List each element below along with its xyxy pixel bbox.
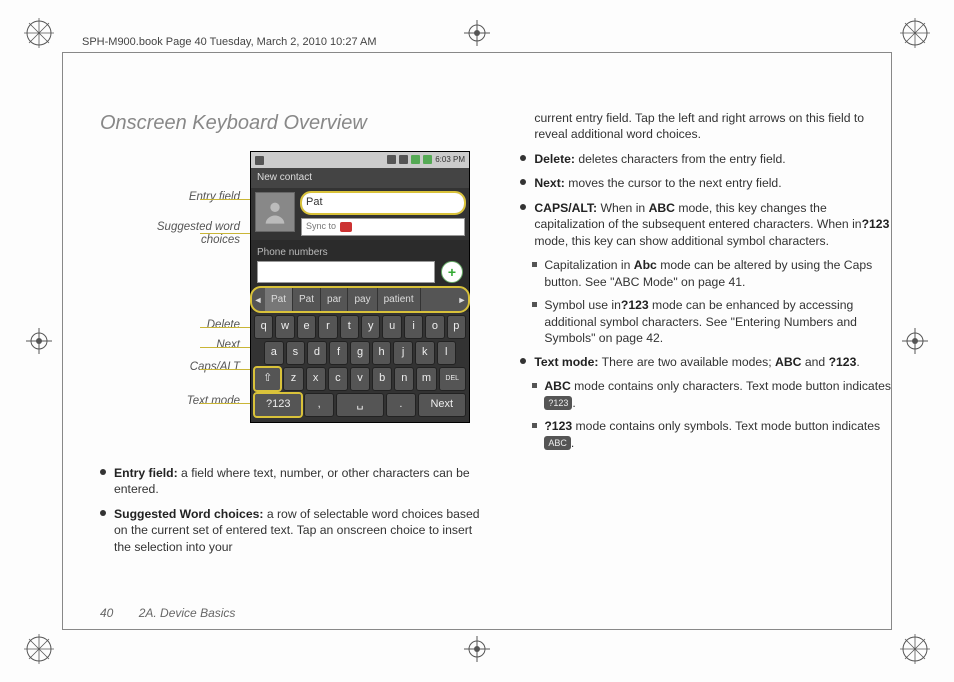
key[interactable]: p — [447, 315, 466, 339]
sub-q123-mode: ?123 mode contains only symbols. Text mo… — [520, 418, 894, 451]
key[interactable]: r — [318, 315, 337, 339]
bullet-text-mode: Text mode: There are two available modes… — [520, 354, 894, 370]
app-title: New contact — [251, 168, 469, 188]
registration-mark-icon — [900, 18, 930, 48]
key[interactable]: t — [340, 315, 359, 339]
crop-line-top — [62, 52, 892, 53]
suggestion-item[interactable]: Pat — [265, 288, 293, 312]
sub-abc-mode: ABC mode contains only characters. Text … — [520, 378, 894, 411]
crop-line-left — [62, 52, 63, 630]
crop-line-bottom — [62, 629, 892, 630]
section-title: Onscreen Keyboard Overview — [100, 110, 492, 137]
mode-pill-q123: ?123 — [544, 396, 572, 410]
suggestion-item[interactable]: par — [321, 288, 348, 312]
period-key[interactable]: . — [386, 393, 415, 417]
target-icon — [464, 20, 490, 46]
figure: Entry field Suggested word choices Delet… — [100, 151, 492, 451]
key[interactable]: f — [329, 341, 349, 365]
bullet-caps-alt: CAPS/ALT: When in ABC mode, this key cha… — [520, 200, 894, 249]
bullet-delete: Delete: deletes characters from the entr… — [520, 151, 894, 167]
sync-badge-icon — [340, 222, 352, 232]
space-key[interactable]: ␣ — [336, 393, 384, 417]
key[interactable]: d — [307, 341, 327, 365]
key[interactable]: g — [350, 341, 370, 365]
label-suggested: Suggested word choices — [157, 221, 240, 247]
target-icon — [464, 636, 490, 662]
shift-key[interactable]: ⇧ — [254, 367, 281, 391]
key[interactable]: o — [425, 315, 444, 339]
label-caps-alt: Caps/ALT — [190, 361, 240, 374]
bullet-suggested: Suggested Word choices: a row of selecta… — [100, 506, 492, 555]
key[interactable]: u — [382, 315, 401, 339]
key[interactable]: y — [361, 315, 380, 339]
content-area: Onscreen Keyboard Overview Entry field S… — [100, 110, 894, 602]
registration-mark-icon — [24, 18, 54, 48]
key[interactable]: j — [393, 341, 413, 365]
key[interactable]: q — [254, 315, 273, 339]
label-next: Next — [216, 339, 240, 352]
registration-mark-icon — [900, 634, 930, 664]
status-bar: 6:03 PM — [251, 152, 469, 168]
delete-key[interactable]: DEL — [439, 367, 466, 391]
key[interactable]: z — [283, 367, 303, 391]
key[interactable]: c — [328, 367, 348, 391]
suggestion-right-icon[interactable]: ► — [455, 288, 469, 312]
key[interactable]: h — [372, 341, 392, 365]
target-icon — [902, 328, 928, 354]
label-entry-field: Entry field — [189, 191, 240, 204]
add-button[interactable]: + — [441, 261, 463, 283]
phone-mock: 6:03 PM New contact Pat Sync to — [250, 151, 470, 423]
next-key[interactable]: Next — [418, 393, 466, 417]
text-mode-key[interactable]: ?123 — [254, 393, 302, 417]
key[interactable]: a — [264, 341, 284, 365]
key[interactable]: w — [275, 315, 294, 339]
key[interactable]: n — [394, 367, 414, 391]
avatar-icon — [255, 192, 295, 232]
para-continuation: current entry field. Tap the left and ri… — [520, 110, 894, 143]
key[interactable]: b — [372, 367, 392, 391]
bullet-entry-field: Entry field: a field where text, number,… — [100, 465, 492, 498]
comma-key[interactable]: , — [304, 393, 333, 417]
sub-capitalization: Capitalization in Abc mode can be altere… — [520, 257, 894, 290]
suggestion-item[interactable]: pay — [348, 288, 377, 312]
right-column: current entry field. Tap the left and ri… — [520, 110, 894, 602]
chapter-title: 2A. Device Basics — [139, 606, 236, 620]
sub-symbol: Symbol use in?123 mode can be enhanced b… — [520, 297, 894, 346]
sync-row: Sync to — [301, 218, 465, 236]
registration-mark-icon — [24, 634, 54, 664]
status-time: 6:03 PM — [435, 155, 465, 166]
key[interactable]: i — [404, 315, 423, 339]
keyboard: qwertyuiop asdfghjkl ⇧zxcvbnmDEL ?123,␣.… — [251, 312, 469, 422]
key[interactable]: k — [415, 341, 435, 365]
page-footer: 40 2A. Device Basics — [100, 606, 235, 620]
label-delete: Delete — [207, 319, 240, 332]
left-column: Onscreen Keyboard Overview Entry field S… — [100, 110, 492, 602]
key[interactable]: e — [297, 315, 316, 339]
suggestion-item[interactable]: Pat — [293, 288, 321, 312]
suggestion-left-icon[interactable]: ◄ — [251, 288, 265, 312]
key[interactable]: s — [286, 341, 306, 365]
key[interactable]: v — [350, 367, 370, 391]
page-number: 40 — [100, 606, 113, 620]
phone-number-input[interactable] — [257, 261, 435, 283]
key[interactable]: l — [437, 341, 457, 365]
bullet-next: Next: moves the cursor to the next entry… — [520, 175, 894, 191]
suggestion-bar[interactable]: ◄ PatPatparpaypatient ► — [251, 287, 469, 312]
suggestion-item[interactable]: patient — [378, 288, 421, 312]
target-icon — [26, 328, 52, 354]
label-text-mode: Text mode — [187, 395, 240, 408]
entry-field[interactable]: Pat — [301, 192, 465, 214]
page-header: SPH-M900.book Page 40 Tuesday, March 2, … — [82, 36, 377, 48]
key[interactable]: m — [416, 367, 436, 391]
mode-pill-abc: ABC — [544, 436, 571, 450]
key[interactable]: x — [306, 367, 326, 391]
phone-numbers-label: Phone numbers — [251, 240, 469, 262]
